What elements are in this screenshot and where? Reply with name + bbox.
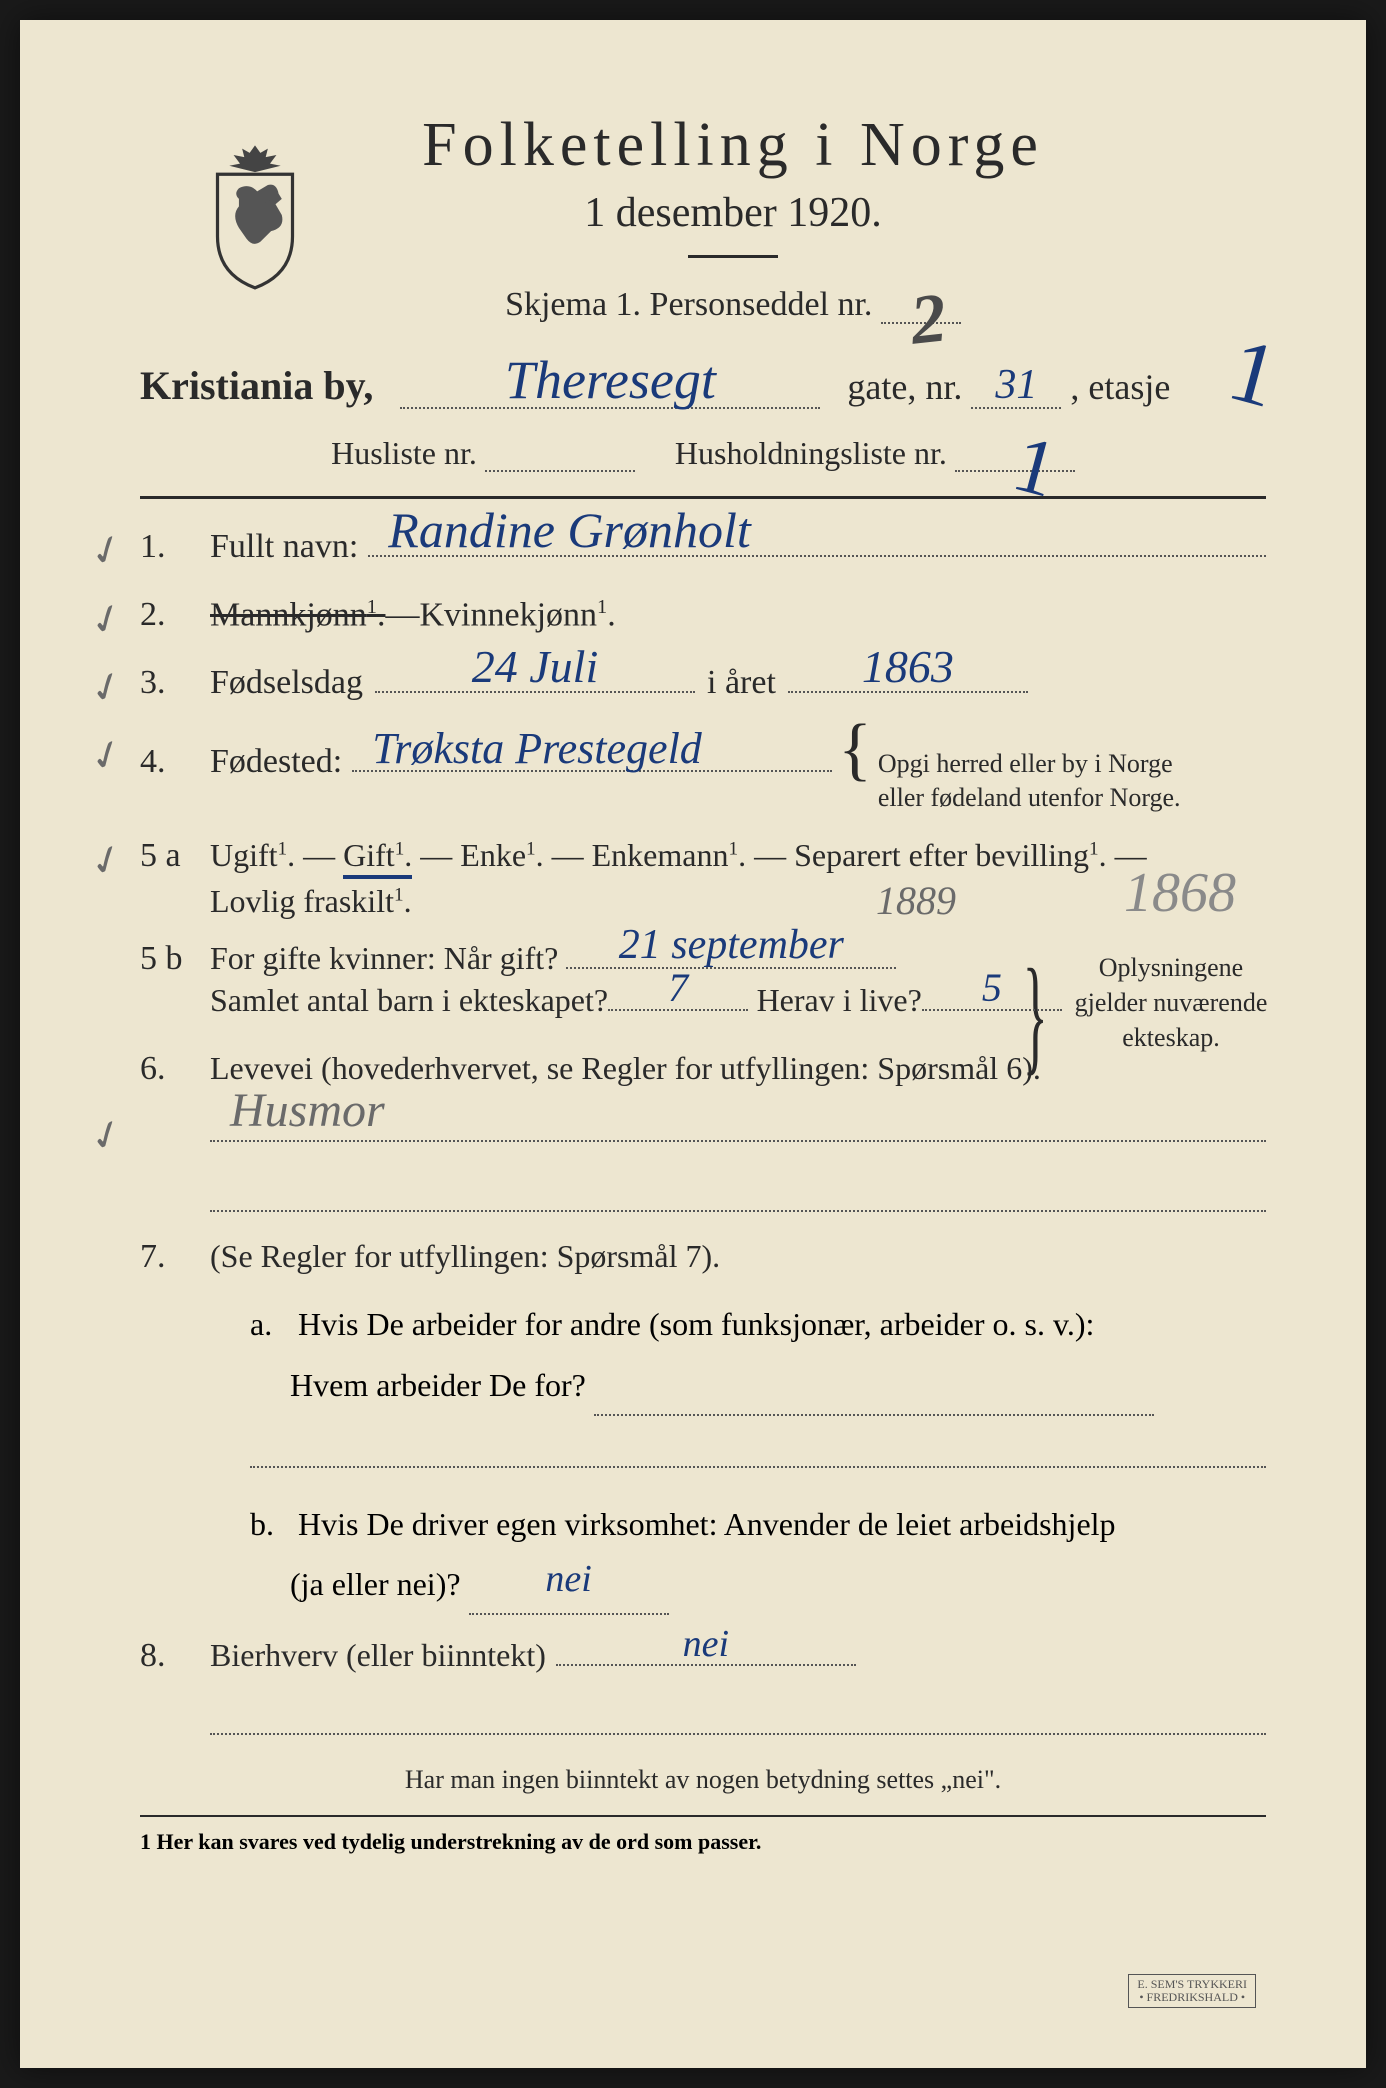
q5a-pencil-1889: 1889 xyxy=(876,877,956,924)
q1-value: Randine Grønholt xyxy=(388,501,1266,559)
q8-label: Bierhverv (eller biinntekt) xyxy=(210,1637,546,1674)
city-line: Kristiania by, Theresegt gate, nr. 31 , … xyxy=(140,362,1266,409)
title-rule xyxy=(688,255,778,258)
q1-check: ✓ xyxy=(83,523,131,579)
q4-label: Fødested: xyxy=(210,743,342,781)
skjema-label: Skjema 1. Personseddel nr. xyxy=(505,286,872,323)
q7a-q: Hvem arbeider De for? xyxy=(290,1367,586,1403)
main-title: Folketelling i Norge xyxy=(200,110,1266,181)
q1-num: 1. xyxy=(140,528,210,566)
q4-note: Opgi herred eller by i Norge eller fødel… xyxy=(878,747,1181,815)
printer-stamp: E. SEM'S TRYKKERI• FREDRIKSHALD • xyxy=(1128,1974,1256,2008)
q4-check: ✓ xyxy=(83,728,131,784)
q6-value: Husmor xyxy=(230,1083,385,1138)
husliste-line: Husliste nr. Husholdningsliste nr. 1 xyxy=(140,435,1266,472)
q2-kvinne: Kvinnekjønn1. xyxy=(419,596,615,634)
bottom-rule xyxy=(140,1815,1266,1817)
title-block: Folketelling i Norge 1 desember 1920. Sk… xyxy=(200,110,1266,324)
etasje-label: , etasje xyxy=(1070,367,1170,407)
q4-value: Trøksta Prestegeld xyxy=(372,723,832,774)
q8-num: 8. xyxy=(140,1637,210,1675)
gate-nr-field: 31 xyxy=(971,407,1061,409)
husliste-label: Husliste nr. xyxy=(331,435,477,471)
q3-day-value: 24 Juli xyxy=(375,640,695,693)
q5b-l2b-label: Herav i live? xyxy=(757,982,922,1019)
footnote-1: 1 Her kan svares ved tydelig understrekn… xyxy=(140,1829,1266,1855)
q8-row: 8. Bierhverv (eller biinntekt) nei xyxy=(140,1637,1266,1675)
etasje-value: 1 xyxy=(1218,318,1288,429)
gate-label: gate, nr. xyxy=(847,367,962,407)
q2-row: ✓ 2. Mannkjønn1. — Kvinnekjønn1. xyxy=(140,596,1266,634)
city-label: Kristiania by, xyxy=(140,363,373,408)
skjema-line: Skjema 1. Personseddel nr. 2 xyxy=(200,286,1266,324)
skjema-nr-field: 2 xyxy=(881,322,961,324)
q3-label: Fødselsdag xyxy=(210,664,363,702)
q5a-check: ✓ xyxy=(83,833,131,889)
q7b: b. Hvis De driver egen virksomhet: Anven… xyxy=(250,1494,1266,1616)
street-field: Theresegt xyxy=(400,407,820,409)
q5b-l2a-label: Samlet antal barn i ekteskapet? xyxy=(210,982,608,1019)
q5a-row: ✓ 5 a Ugift1. — Gift1. — Enke1. — Enkema… xyxy=(140,837,1266,875)
q6-field: ✓ Husmor xyxy=(210,1102,1266,1142)
census-form-page: Folketelling i Norge 1 desember 1920. Sk… xyxy=(20,20,1366,2068)
q7b-q: (ja eller nei)? xyxy=(290,1566,461,1602)
q5a-options: Ugift1. — Gift1. — Enke1. — Enkemann1. —… xyxy=(210,837,1147,874)
q5b-l2a-field: 7 xyxy=(608,1009,748,1011)
q6-check: ✓ xyxy=(83,1108,131,1164)
husliste-nr-field xyxy=(485,470,635,472)
q7-num: 7. xyxy=(140,1238,210,1276)
q3-check: ✓ xyxy=(83,660,131,716)
q5b-l2b-value: 5 xyxy=(922,964,1062,1011)
gate-nr-value: 31 xyxy=(971,361,1061,409)
hushold-nr-field: 1 xyxy=(955,470,1075,472)
q4-field: Trøksta Prestegeld xyxy=(352,742,832,772)
q5a-num: 5 a xyxy=(140,837,210,875)
q4-row: ✓ 4. Fødested: Trøksta Prestegeld { Opgi… xyxy=(140,732,1266,815)
q3-year-field: 1863 xyxy=(788,691,1028,693)
q5b-l2a-value: 7 xyxy=(608,964,748,1011)
q6-blank-line xyxy=(210,1182,1266,1212)
q7b-field: nei xyxy=(469,1613,669,1615)
q2-mann: Mannkjønn1. xyxy=(210,596,385,634)
q5b-l2b-field: 5 xyxy=(922,1009,1062,1011)
q1-label: Fullt navn: xyxy=(210,528,358,566)
q6-num: 6. xyxy=(140,1050,210,1088)
q5b-l1-value: 21 september xyxy=(566,921,896,969)
q8-value: nei xyxy=(556,1622,856,1666)
q3-day-field: 24 Juli xyxy=(375,691,695,693)
hushold-label: Husholdningsliste nr. xyxy=(675,435,947,471)
q7-row: 7. (Se Regler for utfyllingen: Spørsmål … xyxy=(140,1238,1266,1276)
q7a-blank-line xyxy=(250,1438,1266,1468)
q7b-label: Hvis De driver egen virksomhet: Anvender… xyxy=(298,1506,1116,1542)
q8-blank-line xyxy=(210,1705,1266,1735)
q5a-line2: Lovlig fraskilt1. xyxy=(210,883,412,920)
q4-num: 4. xyxy=(140,743,210,781)
main-divider xyxy=(140,496,1266,499)
q5b-row2: Samlet antal barn i ekteskapet? 7 Herav … xyxy=(210,982,1266,1020)
q7a: a. Hvis De arbeider for andre (som funks… xyxy=(250,1294,1266,1416)
coat-of-arms xyxy=(200,140,310,290)
q5b-num: 5 b xyxy=(140,940,210,978)
q3-row: ✓ 3. Fødselsdag 24 Juli i året 1863 xyxy=(140,664,1266,702)
q6-label: Levevei (hovederhvervet, se Regler for u… xyxy=(210,1050,1041,1087)
q7a-field xyxy=(594,1414,1154,1416)
sub-title: 1 desember 1920. xyxy=(200,189,1266,237)
q2-num: 2. xyxy=(140,596,210,634)
q2-check: ✓ xyxy=(83,592,131,648)
skjema-nr-value: 2 xyxy=(907,278,950,361)
q7-label: (Se Regler for utfyllingen: Spørsmål 7). xyxy=(210,1238,720,1275)
q2-dash: — xyxy=(385,596,419,634)
street-value: Theresegt xyxy=(400,349,820,411)
q1-row: ✓ 1. Fullt navn: Randine Grønholt xyxy=(140,527,1266,566)
q5b-l1-label: For gifte kvinner: Når gift? xyxy=(210,940,558,977)
q3-num: 3. xyxy=(140,664,210,702)
q5a-row2: Lovlig fraskilt1. 1889 xyxy=(210,883,1266,920)
q3-year-value: 1863 xyxy=(788,640,1028,693)
q7b-value: nei xyxy=(469,1543,669,1615)
q8-field: nei xyxy=(556,1664,856,1666)
foot-hint: Har man ingen biinntekt av nogen betydni… xyxy=(140,1765,1266,1795)
q1-field: Randine Grønholt xyxy=(368,527,1266,557)
q3-mid: i året xyxy=(707,664,776,702)
q7a-label: Hvis De arbeider for andre (som funksjon… xyxy=(298,1306,1094,1342)
